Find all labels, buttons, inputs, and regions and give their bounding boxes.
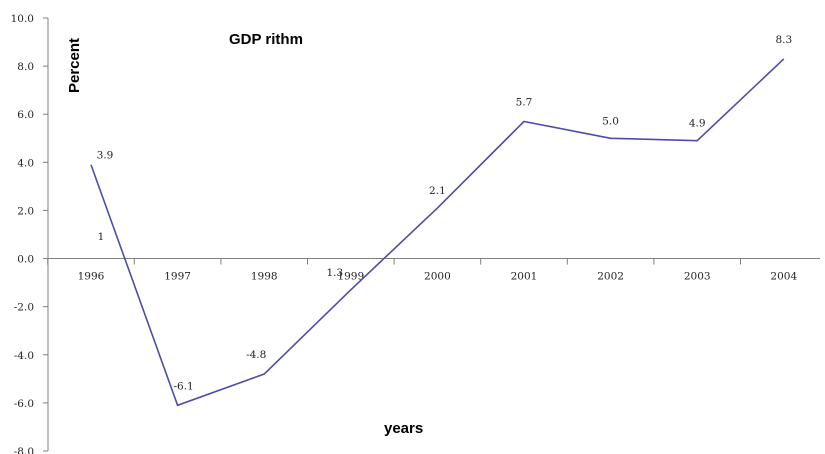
annotations: 1 <box>98 231 105 243</box>
data-label: 8.3 <box>775 34 792 46</box>
x-tick-label: 1999 <box>337 271 364 283</box>
y-tick-label: -4.0 <box>14 350 34 362</box>
y-tick-label: 6.0 <box>17 109 34 121</box>
data-label: 4.9 <box>689 118 706 130</box>
y-tick-label: 4.0 <box>17 157 34 169</box>
y-tick-label: 8.0 <box>17 61 34 73</box>
data-label: 5.0 <box>602 115 619 127</box>
y-tick-label: -6.0 <box>14 398 34 410</box>
x-tick-label: 1996 <box>78 271 105 283</box>
data-label: -6.1 <box>173 380 193 392</box>
data-label: -4.8 <box>246 349 266 361</box>
x-axis: 1996 1997 1998 1999 2000 2001 2002 2003 2004 <box>47 258 820 283</box>
data-label: 3.9 <box>97 150 114 162</box>
y-tick-label: 10.0 <box>11 13 34 25</box>
annotation-label: 1 <box>98 231 105 243</box>
x-tick-label: 1998 <box>251 271 278 283</box>
x-tick-label: 2003 <box>684 271 711 283</box>
series <box>90 58 785 407</box>
y-tick-label: -8.0 <box>14 446 34 454</box>
x-tick-label: 2002 <box>597 271 624 283</box>
data-label: 5.7 <box>516 96 533 108</box>
y-axis: 10.0 8.0 6.0 4.0 2.0 0.0 -2.0 -4.0 -6.0 -8.0 <box>11 13 49 454</box>
data-label: 1.3 <box>326 267 343 279</box>
chart-title: GDP rithm <box>229 31 303 48</box>
y-axis-title: Percent <box>66 38 83 93</box>
y-tick-label: 0.0 <box>17 254 34 266</box>
x-axis-title: years <box>384 420 423 437</box>
y-tick-label: 2.0 <box>17 205 34 217</box>
x-tick-label: 1997 <box>164 271 191 283</box>
x-tick-label: 2000 <box>424 271 451 283</box>
x-tick-label: 2001 <box>511 271 538 283</box>
y-tick-label: -2.0 <box>14 302 34 314</box>
data-labels: 3.9 -6.1 -4.8 1.3 2.1 5.7 5.0 4.9 8.3 <box>97 34 793 392</box>
x-tick-label: 2004 <box>770 271 797 283</box>
series-line <box>90 58 785 407</box>
data-label: 2.1 <box>429 185 446 197</box>
